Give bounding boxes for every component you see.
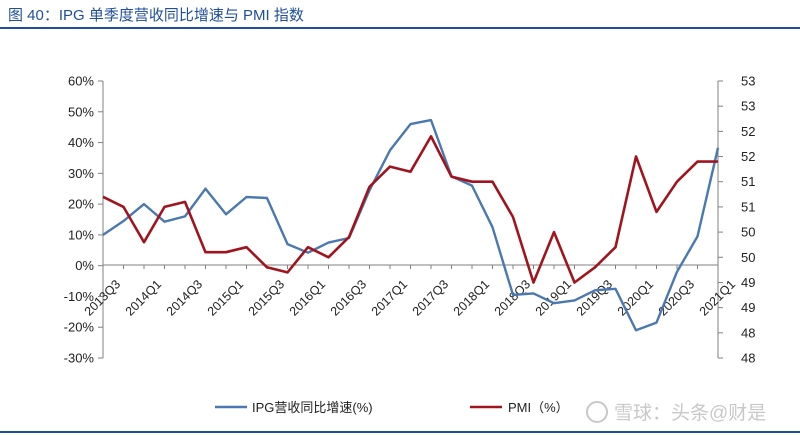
left-tick-label: 60%: [68, 74, 94, 89]
x-tick-label: 2017Q1: [369, 277, 410, 318]
right-tick-label: 53: [741, 99, 755, 114]
series-line-ipg-revenue-growth: [102, 118, 720, 332]
right-tick-label: 51: [741, 174, 755, 189]
right-tick-label: 53: [741, 74, 755, 89]
right-tick-label: 48: [741, 351, 755, 366]
x-tick-label: 2018Q1: [451, 277, 492, 318]
left-tick-label: 50%: [68, 104, 94, 119]
left-tick-label: 30%: [68, 166, 94, 181]
right-tick-label: 48: [741, 325, 755, 340]
legend-label: IPG营收同比增速(%): [252, 400, 373, 415]
x-tick-label: 2016Q1: [287, 277, 328, 318]
right-tick-label: 49: [741, 300, 755, 315]
left-tick-label: -30%: [64, 351, 95, 366]
x-tick-label: 2018Q3: [492, 277, 533, 318]
watermark: 雪球：头条@财是: [586, 398, 766, 425]
left-tick-label: 0%: [75, 258, 94, 273]
figure-title: 图 40：IPG 单季度营收同比增速与 PMI 指数: [8, 7, 304, 24]
left-tick-label: 20%: [68, 197, 94, 212]
right-tick-label: 49: [741, 275, 755, 290]
right-tick-label: 50: [741, 225, 755, 240]
x-tick-label: 2017Q3: [410, 277, 451, 318]
right-axis-tick-labels: 53 53 52 52 51 51 50 50 49 49 48 48: [718, 74, 755, 366]
left-tick-label: -10%: [64, 289, 95, 304]
left-axis-tick-labels: 60% 50% 40% 30% 20% 10% 0% -10% -20% -30%: [64, 74, 103, 366]
left-tick-label: 40%: [68, 135, 94, 150]
x-tick-label: 2014Q3: [164, 277, 205, 318]
x-tick-label: 2021Q1: [697, 277, 738, 318]
snowball-logo-icon: [586, 401, 608, 423]
chart-legend: IPG营收同比增速(%) PMI（%）: [215, 400, 569, 415]
title-divider: [0, 27, 800, 29]
x-tick-label: 2015Q3: [246, 277, 287, 318]
x-tick-label: 2016Q3: [328, 277, 369, 318]
x-axis-tick-labels: 2013Q3 2014Q1 2014Q3 2015Q1 2015Q3 2016Q1 2016…: [82, 265, 738, 319]
right-tick-label: 52: [741, 124, 755, 139]
x-tick-label: 2019Q1: [533, 277, 574, 318]
chart-series: [102, 118, 720, 332]
left-tick-label: -20%: [64, 320, 95, 335]
x-tick-label: 2015Q1: [205, 277, 246, 318]
right-tick-label: 52: [741, 149, 755, 164]
left-tick-label: 10%: [68, 227, 94, 242]
watermark-text: 雪球：头条@财是: [614, 403, 767, 424]
x-tick-label: 2014Q1: [123, 277, 164, 318]
right-tick-label: 51: [741, 199, 755, 214]
bottom-divider: [0, 431, 800, 433]
x-tick-label: 2020Q3: [656, 277, 697, 318]
series-line-pmi: [102, 135, 718, 284]
legend-label: PMI（%）: [508, 400, 569, 415]
right-tick-label: 50: [741, 250, 755, 265]
